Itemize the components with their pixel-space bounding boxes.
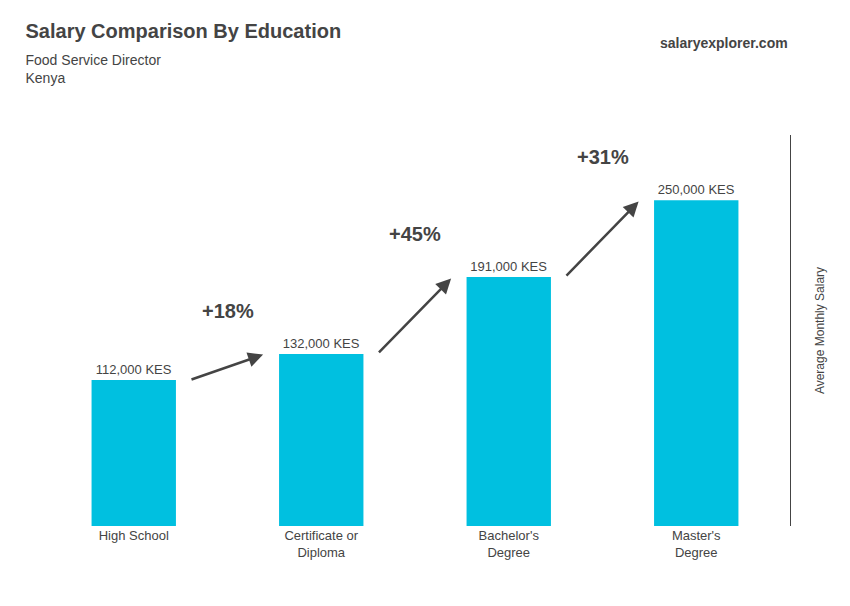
svg-text:+45%: +45% [389,223,441,245]
svg-text:Master'sDegree: Master'sDegree [672,528,721,560]
svg-text:112,000 KES: 112,000 KES [96,362,172,377]
svg-text:+18%: +18% [202,300,254,322]
svg-text:Average Monthly Salary: Average Monthly Salary [813,267,827,394]
svg-text:salaryexplorer.com: salaryexplorer.com [660,35,788,51]
svg-text:250,000 KES: 250,000 KES [658,182,735,197]
svg-text:Salary Comparison By Education: Salary Comparison By Education [26,20,342,42]
svg-text:191,000 KES: 191,000 KES [470,259,547,274]
svg-text:132,000 KES: 132,000 KES [283,336,360,351]
svg-text:High School: High School [99,528,169,543]
svg-text:Certificate orDiploma: Certificate orDiploma [284,528,358,560]
svg-text:Bachelor'sDegree: Bachelor'sDegree [479,528,540,560]
svg-text:+31%: +31% [577,146,629,168]
svg-text:Food Service DirectorKenya: Food Service DirectorKenya [26,52,162,86]
